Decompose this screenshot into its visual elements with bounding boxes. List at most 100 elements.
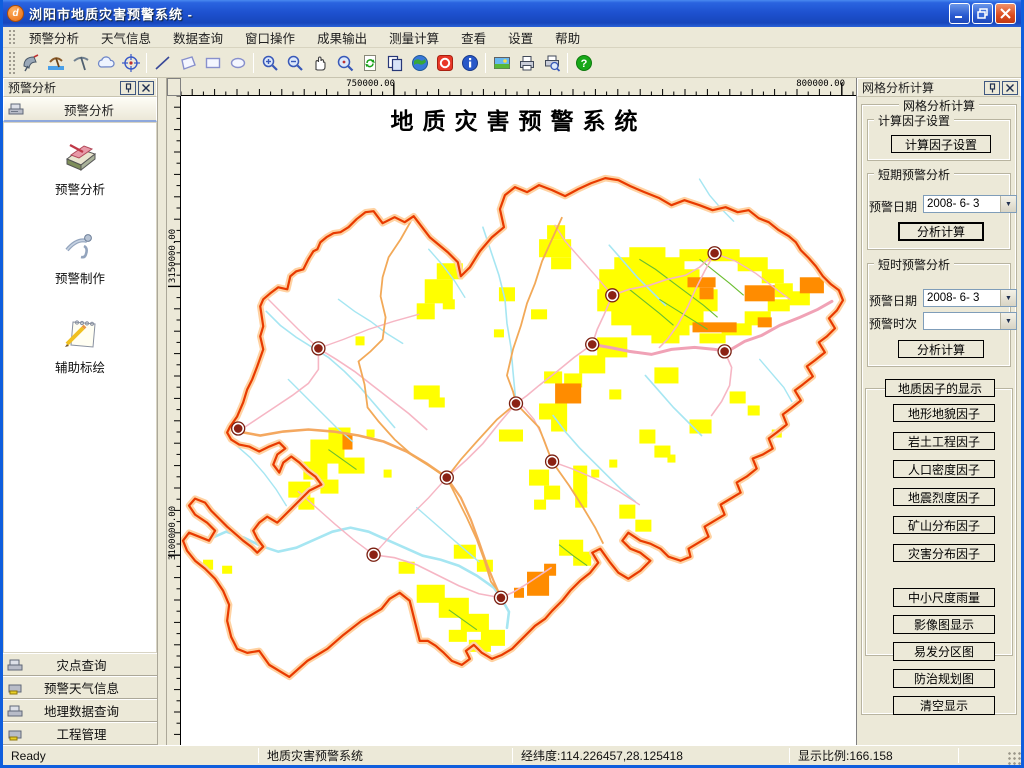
menu-result-output[interactable]: 成果输出 — [317, 31, 368, 46]
ruler-row: 750000.00 800000.00 — [167, 78, 856, 96]
warning-cell-yellow — [413, 385, 440, 400]
town-marker[interactable] — [707, 246, 722, 261]
pick-tool-button[interactable] — [68, 50, 93, 75]
locate-tool-button[interactable] — [118, 50, 143, 75]
bar-warning-weather-info[interactable]: 预警天气信息 — [3, 676, 157, 699]
menu-measure-calc[interactable]: 测量计算 — [389, 31, 440, 46]
zoom-in-button[interactable] — [257, 50, 282, 75]
town-marker[interactable] — [717, 344, 732, 359]
menu-weather-info[interactable]: 天气信息 — [101, 31, 152, 46]
left-panel-header[interactable]: 预警分析 — [3, 97, 157, 122]
status-system-name: 地质灾害预警系统 — [267, 749, 364, 763]
town-marker[interactable] — [366, 547, 381, 562]
calc-factor-settings-button[interactable]: 计算因子设置 — [891, 135, 991, 153]
chevron-down-icon[interactable]: ▼ — [1000, 313, 1016, 329]
town-marker[interactable] — [544, 454, 560, 469]
image-display-button[interactable]: 影像图显示 — [893, 615, 995, 634]
group-legend: 短时预警分析 — [874, 256, 955, 273]
close-button[interactable] — [995, 3, 1016, 24]
pick-water-icon — [47, 56, 64, 70]
mine-factor-button[interactable]: 矿山分布因子 — [893, 516, 995, 534]
print-button[interactable] — [514, 50, 539, 75]
short-term-analyze-button[interactable]: 分析计算 — [898, 222, 984, 241]
disaster-point-tool-button[interactable] — [43, 50, 68, 75]
short-time-date-combo[interactable]: 2008- 6- 3 ▼ — [923, 289, 1017, 307]
warning-cell-orange — [687, 277, 716, 288]
menu-window-ops[interactable]: 窗口操作 — [245, 31, 296, 46]
menubar-gripper[interactable] — [8, 29, 15, 45]
menu-help[interactable]: 帮助 — [555, 31, 581, 46]
menu-view[interactable]: 查看 — [461, 31, 487, 46]
map-canvas[interactable]: 地质灾害预警系统 — [181, 96, 856, 745]
contour-line — [628, 288, 674, 326]
resize-grip[interactable] — [1007, 751, 1021, 765]
pin-button[interactable] — [120, 80, 136, 95]
refresh-button[interactable] — [357, 50, 382, 75]
draw-ellipse-button[interactable] — [225, 50, 250, 75]
bar-project-management[interactable]: 工程管理 — [3, 722, 157, 745]
copy-map-button[interactable] — [382, 50, 407, 75]
panel-splitter[interactable] — [158, 78, 167, 745]
status-separator — [512, 747, 513, 764]
ruler-corner — [167, 78, 181, 96]
draw-polygon-button[interactable] — [175, 50, 200, 75]
minimize-button[interactable] — [949, 3, 970, 24]
group-legend: 短期预警分析 — [874, 166, 955, 183]
weather-tool-button[interactable] — [93, 50, 118, 75]
stop-button[interactable] — [432, 50, 457, 75]
warning-cell-orange — [757, 317, 772, 328]
district-boundary — [446, 402, 517, 479]
menu-warning-analysis[interactable]: 预警分析 — [29, 31, 80, 46]
right-panel-close-button[interactable] — [1002, 80, 1018, 95]
town-marker[interactable] — [439, 470, 454, 485]
left-panel-close-button[interactable] — [138, 80, 154, 95]
warning-analysis-tool-button[interactable] — [18, 50, 43, 75]
chevron-down-icon[interactable]: ▼ — [1000, 196, 1016, 212]
item-aux-draw[interactable]: 辅助标绘 — [55, 313, 105, 376]
bar-disaster-point-query[interactable]: 灾点查询 — [3, 653, 157, 676]
town-marker[interactable] — [230, 421, 246, 436]
help-button[interactable]: ? — [571, 50, 596, 75]
town-marker[interactable] — [493, 590, 509, 605]
rainfall-scale-button[interactable]: 中小尺度雨量 — [893, 588, 995, 607]
pan-button[interactable] — [307, 50, 332, 75]
town-marker[interactable] — [585, 337, 600, 352]
image-output-button[interactable] — [489, 50, 514, 75]
road-line — [515, 343, 594, 405]
print-preview-icon — [544, 55, 560, 72]
prevention-plan-button[interactable]: 防治规划图 — [893, 669, 995, 688]
geo-factor-display-button[interactable]: 地质因子的显示 — [885, 379, 995, 397]
short-time-analyze-button[interactable]: 分析计算 — [898, 340, 984, 358]
short-time-period-combo[interactable]: ▼ — [923, 312, 1017, 330]
item-warning-analysis[interactable]: 预警分析 — [55, 135, 105, 198]
restore-button[interactable] — [972, 3, 993, 24]
town-marker[interactable] — [508, 396, 524, 411]
warning-cell-yellow — [639, 429, 656, 444]
bar-label: 灾点查询 — [56, 659, 107, 673]
draw-rectangle-button[interactable] — [200, 50, 225, 75]
zoom-window-button[interactable] — [332, 50, 357, 75]
town-marker[interactable] — [311, 341, 326, 356]
seismic-factor-button[interactable]: 地震烈度因子 — [893, 488, 995, 506]
item-warning-make[interactable]: 预警制作 — [55, 224, 105, 287]
population-factor-button[interactable]: 人口密度因子 — [893, 460, 995, 478]
menu-data-query[interactable]: 数据查询 — [173, 31, 224, 46]
disaster-factor-button[interactable]: 灾害分布因子 — [893, 544, 995, 562]
geotech-factor-button[interactable]: 岩土工程因子 — [893, 432, 995, 450]
zoom-out-button[interactable] — [282, 50, 307, 75]
toolbar-gripper[interactable] — [8, 50, 15, 75]
draw-line-button[interactable] — [150, 50, 175, 75]
road-line — [551, 460, 641, 506]
chevron-down-icon[interactable]: ▼ — [1000, 290, 1016, 306]
bar-geo-data-query[interactable]: 地理数据查询 — [3, 699, 157, 722]
clear-display-button[interactable]: 清空显示 — [893, 696, 995, 715]
terrain-factor-button[interactable]: 地形地貌因子 — [893, 404, 995, 422]
menu-settings[interactable]: 设置 — [508, 31, 534, 46]
town-marker[interactable] — [605, 288, 620, 303]
susceptibility-map-button[interactable]: 易发分区图 — [893, 642, 995, 661]
pin-button[interactable] — [984, 80, 1000, 95]
short-term-date-combo[interactable]: 2008- 6- 3 ▼ — [923, 195, 1017, 213]
globe-button[interactable] — [407, 50, 432, 75]
info-button[interactable] — [457, 50, 482, 75]
print-preview-button[interactable] — [539, 50, 564, 75]
